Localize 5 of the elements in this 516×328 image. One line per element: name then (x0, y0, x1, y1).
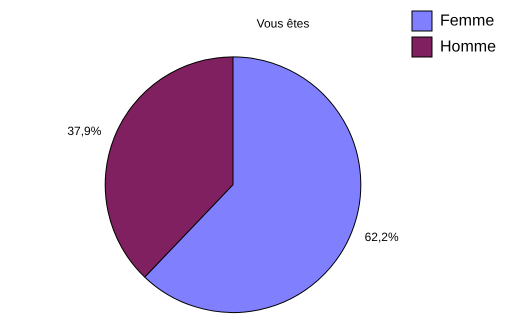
legend-label: Femme (440, 12, 494, 30)
data-label: 62,2% (364, 230, 399, 244)
data-label: 37,9% (67, 124, 102, 138)
text: Vous êtes (256, 16, 310, 31)
legend-label: Homme (440, 38, 496, 56)
